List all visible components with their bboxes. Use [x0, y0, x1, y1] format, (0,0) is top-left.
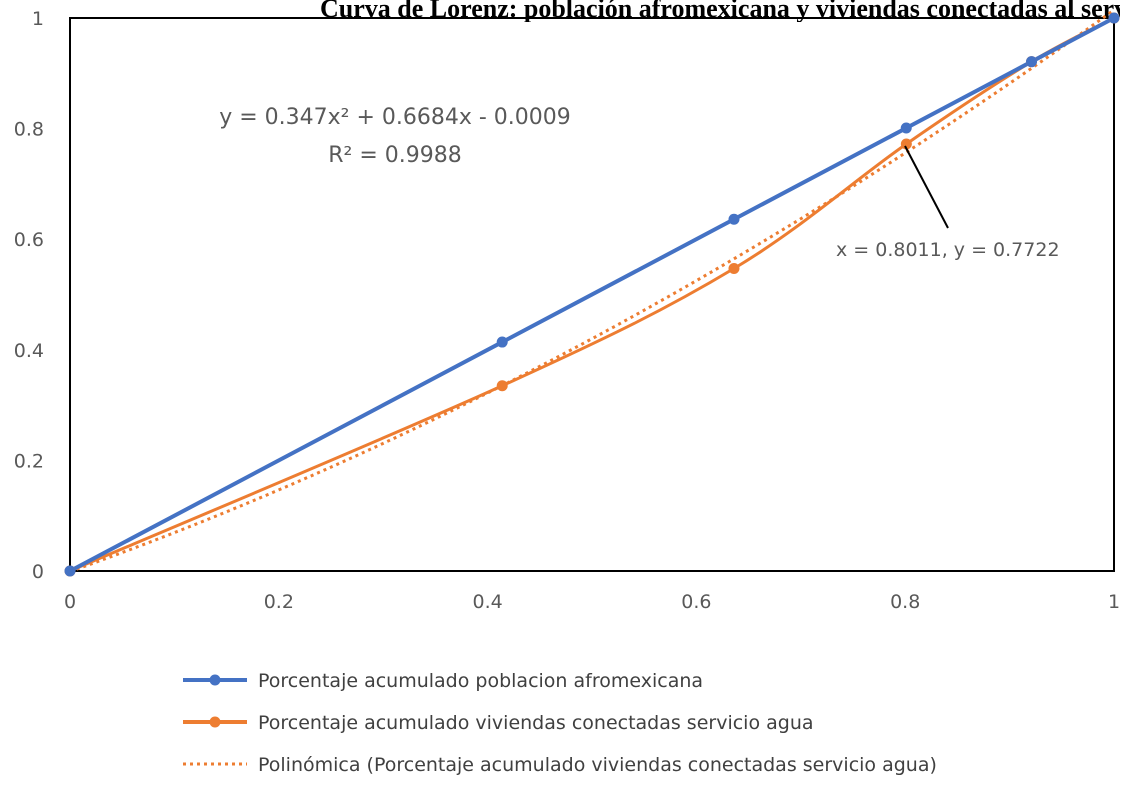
series-line-poblacion: [69, 16, 1115, 573]
x-tick-label: 0.6: [681, 591, 711, 613]
y-tick-label: 0.2: [14, 450, 44, 472]
series-layer: [64, 8, 1120, 577]
x-tick-label: 0: [64, 591, 76, 613]
x-axis-ticks: 0 0.2 0.4 0.6 0.8 1: [64, 591, 1120, 613]
point-poblacion: [900, 122, 912, 134]
legend: Porcentaje acumulado poblacion afromexic…: [183, 670, 937, 776]
legend-label: Porcentaje acumulado viviendas conectada…: [258, 712, 814, 734]
x-tick-label: 0.8: [890, 591, 920, 613]
callout-label: x = 0.8011, y = 0.7722: [836, 239, 1060, 261]
y-tick-label: 0.8: [14, 119, 44, 141]
r-squared-label: R² = 0.9988: [328, 143, 462, 168]
legend-marker: [209, 674, 221, 686]
legend-label: Polinómica (Porcentaje acumulado viviend…: [258, 754, 937, 776]
legend-label: Porcentaje acumulado poblacion afromexic…: [258, 670, 703, 692]
legend-item-viviendas: Porcentaje acumulado viviendas conectada…: [183, 712, 814, 734]
y-tick-label: 1: [32, 8, 44, 30]
point-viviendas: [496, 380, 508, 392]
chart-title: Curva de Lorenz: población afromexicana …: [320, 0, 1120, 22]
plot-area-border: [69, 17, 1115, 572]
trendline-equation: y = 0.347x² + 0.6684x - 0.0009: [219, 105, 571, 130]
legend-marker: [209, 716, 221, 728]
y-axis-ticks: 0 0.2 0.4 0.6 0.8 1: [14, 8, 44, 583]
point-poblacion: [1026, 56, 1038, 68]
x-tick-label: 0.2: [264, 591, 294, 613]
x-tick-label: 1: [1108, 591, 1120, 613]
point-viviendas: [900, 138, 912, 150]
point-poblacion: [64, 565, 76, 577]
callout-leader-line: [904, 145, 949, 229]
point-poblacion: [1108, 12, 1120, 24]
x-tick-label: 0.4: [472, 591, 502, 613]
legend-item-polinomica: Polinómica (Porcentaje acumulado viviend…: [183, 754, 937, 776]
point-poblacion: [728, 213, 740, 225]
point-poblacion: [496, 336, 508, 348]
y-tick-label: 0.6: [14, 229, 44, 251]
legend-item-poblacion: Porcentaje acumulado poblacion afromexic…: [183, 670, 703, 692]
y-tick-label: 0.4: [14, 340, 44, 362]
point-viviendas: [728, 263, 740, 275]
y-tick-label: 0: [32, 561, 44, 583]
